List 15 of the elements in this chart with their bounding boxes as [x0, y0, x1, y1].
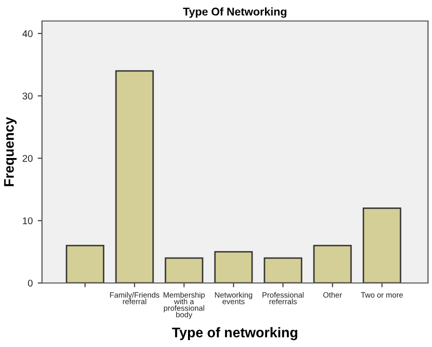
- bar: [164, 257, 204, 283]
- y-tick-label: 40: [22, 30, 33, 38]
- bar: [313, 244, 352, 283]
- y-axis-title: Frequency: [4, 116, 17, 186]
- y-tick-label: 30: [22, 92, 33, 100]
- bar: [362, 207, 402, 283]
- y-tick-label: 0: [28, 280, 33, 287]
- chart-title: Type Of Networking: [183, 7, 286, 18]
- y-tick-label: 20: [22, 154, 33, 162]
- x-axis-title: Type of networking: [172, 327, 298, 340]
- bar: [264, 257, 302, 283]
- bar: [115, 70, 154, 283]
- bar: [214, 251, 253, 283]
- y-tick-label: 10: [22, 217, 33, 224]
- bar: [66, 244, 104, 283]
